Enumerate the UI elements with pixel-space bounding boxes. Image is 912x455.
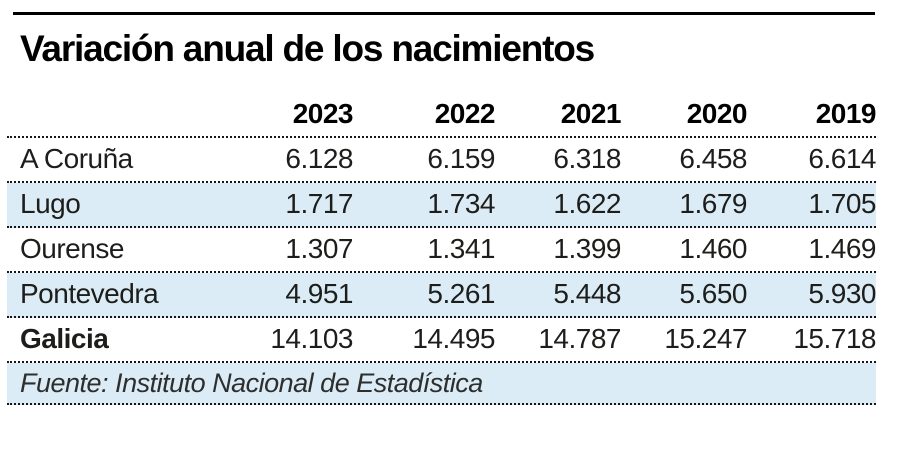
table-row-a-coruna: A Coruña 6.128 6.159 6.318 6.458 6.614 bbox=[7, 138, 877, 183]
row-label: A Coruña bbox=[20, 143, 133, 175]
value-cell: 1.717 bbox=[285, 188, 353, 220]
table-row-pontevedra: Pontevedra 4.951 5.261 5.448 5.650 5.930 bbox=[7, 272, 877, 318]
value-cell: 5.261 bbox=[427, 278, 495, 310]
top-rule bbox=[13, 12, 875, 15]
table-row-lugo: Lugo 1.717 1.734 1.622 1.679 1.705 bbox=[7, 182, 877, 228]
value-cell: 1.469 bbox=[808, 233, 876, 265]
row-label: Galicia bbox=[20, 323, 109, 355]
year-header-2019: 2019 bbox=[815, 97, 877, 129]
value-cell: 6.128 bbox=[285, 143, 353, 175]
source-note: Fuente: Instituto Nacional de Estadístic… bbox=[7, 362, 876, 405]
value-cell: 1.622 bbox=[553, 188, 621, 220]
value-cell: 1.307 bbox=[285, 233, 353, 265]
year-header-2021: 2021 bbox=[560, 97, 622, 129]
page-title: Variación anual de los nacimientos bbox=[20, 28, 595, 69]
value-cell: 4.951 bbox=[285, 278, 353, 310]
value-cell: 1.734 bbox=[427, 188, 495, 220]
value-cell: 6.458 bbox=[679, 143, 747, 175]
table-row-galicia-total: Galicia 14.103 14.495 14.787 15.247 15.7… bbox=[7, 318, 877, 363]
value-cell: 14.495 bbox=[412, 323, 495, 355]
table-row-ourense: Ourense 1.307 1.341 1.399 1.460 1.469 bbox=[7, 228, 877, 273]
value-cell: 1.705 bbox=[808, 188, 876, 220]
value-cell: 15.247 bbox=[664, 323, 747, 355]
row-label: Pontevedra bbox=[20, 278, 159, 310]
births-table: 2023 2022 2021 2020 2019 A Coruña 6.128 … bbox=[7, 92, 889, 405]
value-cell: 15.718 bbox=[793, 323, 876, 355]
row-label: Ourense bbox=[20, 233, 124, 265]
year-header-2022: 2022 bbox=[434, 97, 496, 129]
infographic: Variación anual de los nacimientos 2023 … bbox=[0, 12, 912, 455]
value-cell: 6.614 bbox=[808, 143, 876, 175]
value-cell: 1.399 bbox=[553, 233, 621, 265]
value-cell: 1.460 bbox=[679, 233, 747, 265]
table-header-row: 2023 2022 2021 2020 2019 bbox=[7, 92, 877, 138]
value-cell: 5.930 bbox=[808, 278, 876, 310]
value-cell: 1.341 bbox=[427, 233, 495, 265]
value-cell: 5.448 bbox=[553, 278, 621, 310]
value-cell: 5.650 bbox=[679, 278, 747, 310]
row-label: Lugo bbox=[20, 188, 81, 220]
year-header-2020: 2020 bbox=[686, 97, 748, 129]
value-cell: 1.679 bbox=[679, 188, 747, 220]
value-cell: 6.159 bbox=[427, 143, 495, 175]
value-cell: 14.103 bbox=[270, 323, 353, 355]
year-header-2023: 2023 bbox=[292, 97, 354, 129]
value-cell: 14.787 bbox=[538, 323, 621, 355]
value-cell: 6.318 bbox=[553, 143, 621, 175]
